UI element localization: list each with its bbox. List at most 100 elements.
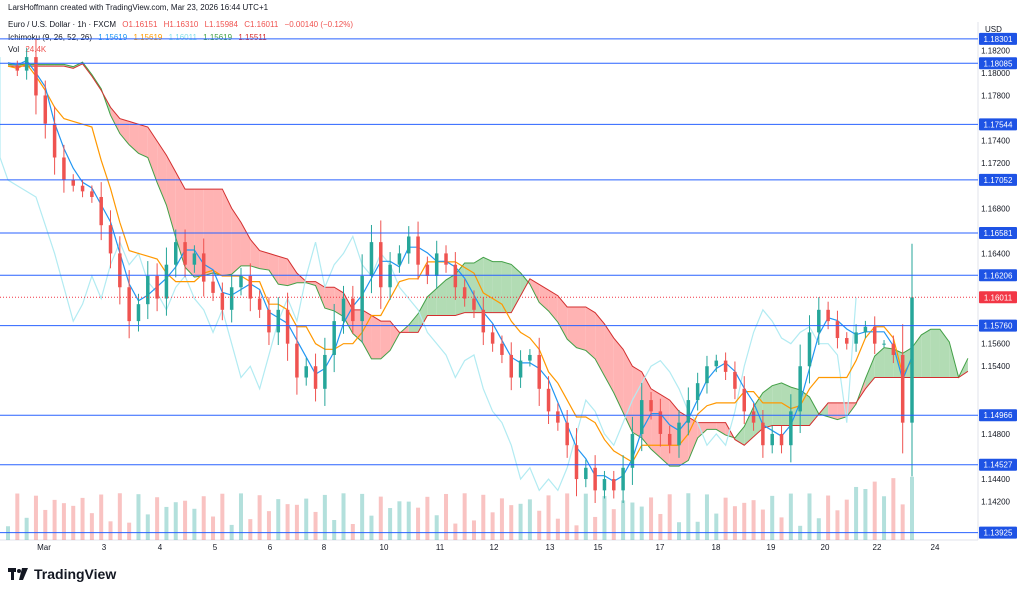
candle-body [369, 242, 374, 276]
volume-bar [183, 500, 188, 540]
level-price-badge-text: 1.15760 [984, 322, 1013, 331]
y-tick-label: 1.17800 [981, 91, 1010, 100]
volume-bar [80, 497, 85, 540]
ichimoku-cloud-segment [604, 323, 614, 393]
volume-bar [555, 518, 560, 540]
candle-body [779, 433, 784, 446]
volume-bar [434, 515, 439, 540]
candle-body [751, 411, 756, 423]
candle-body [621, 467, 625, 491]
currency-label: USD [985, 25, 1002, 34]
candle-body [863, 326, 868, 333]
volume-bar [360, 493, 365, 540]
volume-bar [52, 499, 57, 540]
x-tick-label: 19 [767, 543, 776, 552]
candle-body [15, 66, 20, 71]
x-tick-label: 5 [213, 543, 218, 552]
ichimoku-lagging-span [0, 57, 857, 492]
candle-body [332, 321, 336, 355]
candle-body [257, 298, 262, 310]
level-price-badge [979, 319, 1017, 332]
symbol-name[interactable]: Euro / U.S. Dollar · 1h · FXCM [8, 20, 117, 29]
candle-body [500, 343, 504, 355]
volume-bar [61, 503, 66, 540]
ichimoku-cloud-segment [278, 256, 288, 286]
ichimoku-cloud-segment [138, 124, 148, 158]
ichimoku-cloud-segment [912, 334, 922, 378]
candle-body [323, 354, 327, 389]
ichimoku-cloud-segment [511, 264, 521, 313]
volume-bar [108, 521, 113, 540]
level-price-badge-text: 1.14966 [984, 411, 1013, 420]
candle-body [174, 242, 178, 265]
candle-body [602, 479, 607, 491]
candle-body [742, 388, 746, 412]
volume-bar [136, 494, 141, 540]
ichimoku-cloud-segment [259, 250, 269, 271]
candle-body [854, 332, 858, 344]
ichimoku-cloud-segment [623, 349, 633, 433]
change-value: −0.00140 (−0.12%) [284, 20, 354, 29]
x-tick-label: Mar [37, 543, 51, 552]
volume-bar [891, 478, 896, 540]
volume-bar [220, 493, 225, 540]
y-tick-label: 1.17200 [981, 159, 1010, 168]
volume-bar [164, 506, 169, 540]
volume-bar [518, 503, 523, 540]
volume-label[interactable]: Vol [8, 45, 20, 54]
volume-bar [24, 517, 29, 540]
volume-bar [695, 521, 700, 540]
candle-body [593, 467, 597, 491]
open-value: O1.16151 [122, 20, 158, 29]
volume-bar [565, 493, 570, 540]
candle-body [388, 264, 392, 288]
ichimoku-cloud-segment [744, 406, 754, 446]
ichimoku-cloud-segment [874, 347, 885, 378]
volume-bar [751, 500, 756, 540]
volume-bar [863, 489, 868, 540]
y-tick-label: 1.14400 [981, 475, 1010, 484]
candle-body [434, 253, 439, 276]
last-price-badge [979, 291, 1017, 304]
ichimoku-cloud-segment [380, 321, 391, 359]
y-tick-label: 1.14200 [981, 498, 1010, 507]
ichimoku-cloud-segment [632, 366, 642, 438]
level-price-badge-text: 1.18301 [984, 35, 1013, 44]
level-price-badge [979, 32, 1017, 45]
volume-bar [481, 494, 486, 540]
ichimoku-cloud-segment [334, 287, 344, 317]
level-price-badge [979, 269, 1017, 282]
level-price-badge [979, 409, 1017, 422]
symbol-ohlc-line: Euro / U.S. Dollar · 1h · FXCM O1.16151 … [8, 20, 357, 29]
level-price-badge-text: 1.18085 [984, 59, 1013, 68]
candle-body [229, 287, 234, 310]
volume-bar [397, 501, 402, 540]
ichimoku-cloud-segment [213, 189, 223, 276]
volume-bar [770, 495, 775, 540]
low-value: L1.15984 [204, 20, 238, 29]
candle-body [239, 275, 243, 288]
volume-bar [71, 505, 76, 540]
candle-body [770, 433, 774, 446]
candle-body [686, 400, 691, 423]
ichimoku-cloud-segment [800, 389, 810, 426]
candle-body [882, 343, 886, 345]
ichimoku-label[interactable]: Ichimoku (9, 26, 52, 26) [8, 33, 93, 42]
ichimoku-cloud-segment [884, 347, 894, 378]
candle-body [639, 400, 644, 434]
volume-bar [15, 493, 20, 540]
volume-bar [732, 506, 737, 540]
candle-body [99, 196, 103, 226]
candle-body [462, 287, 467, 299]
candle-body [416, 236, 420, 265]
volume-bar [649, 497, 654, 540]
candle-body [304, 366, 308, 378]
level-price-badge-text: 1.16206 [984, 271, 1013, 280]
ichimoku-cloud-segment [240, 222, 251, 266]
y-tick-label: 1.15400 [981, 362, 1010, 371]
candle-body [43, 95, 48, 124]
candle-body [313, 366, 318, 389]
y-tick-label: 1.18200 [981, 46, 1010, 55]
candle-body [658, 411, 663, 434]
